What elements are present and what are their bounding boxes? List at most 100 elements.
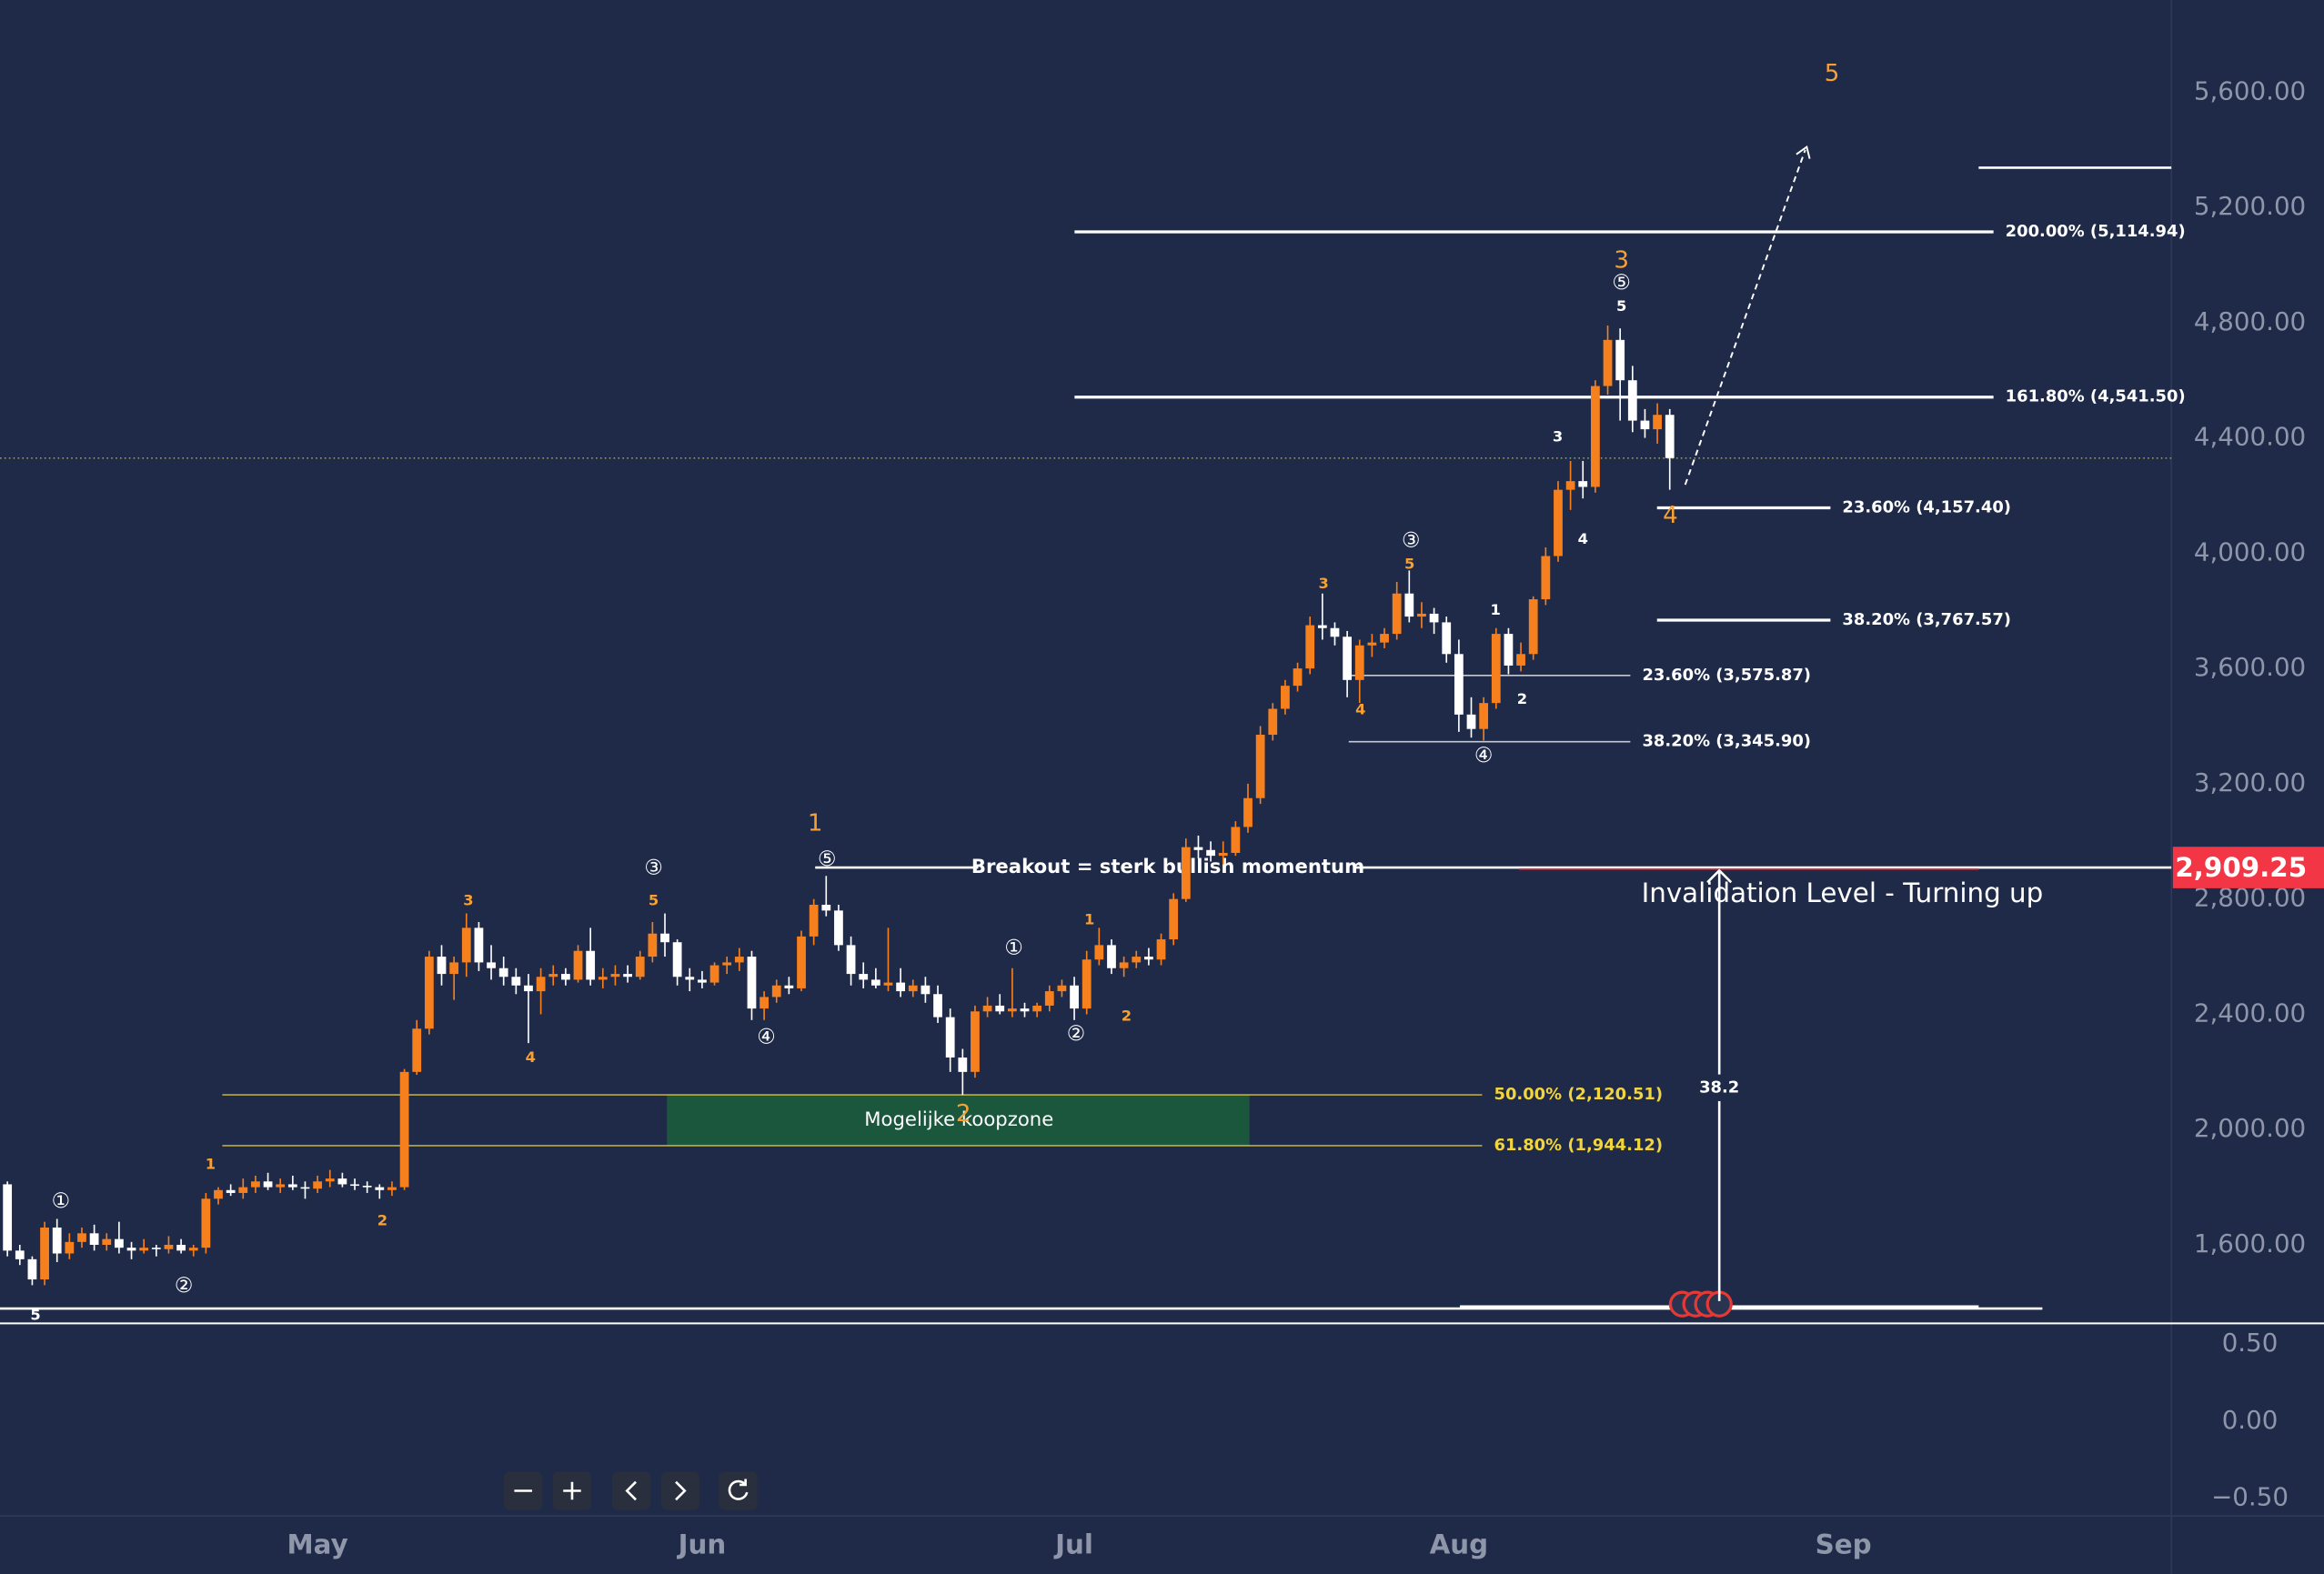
candle-body [648,933,658,957]
y-tick-label: 3,600.00 [2194,652,2306,682]
button-bg[interactable] [660,1471,700,1510]
candle-body [1169,898,1179,940]
candle-body [1454,654,1464,715]
candle-body [548,974,558,977]
zone-label: Mogelijke koopzone [864,1108,1053,1130]
candle-body [1032,1005,1042,1012]
candle-body [1343,637,1353,680]
candle-body [1653,415,1662,430]
candle-body [1640,420,1650,430]
candle-body [1354,645,1364,680]
fib-label: 161.80% (4,541.50) [2006,387,2186,406]
wave-label: 2 [377,1211,387,1228]
candle-body [623,974,632,977]
candle-body [424,957,434,1029]
candle-body [115,1238,124,1248]
wave-label: 3 [1614,247,1629,275]
candle-body [1380,634,1389,643]
wave-label: ⑤ [818,847,836,871]
candle-body [784,985,794,988]
candle-body [1156,939,1166,960]
y2-tick-label: 0.50 [2222,1328,2279,1358]
candle-body [325,1178,335,1182]
candle-body [27,1258,37,1280]
zoom-out-button[interactable] [504,1471,543,1510]
candle-body [1243,797,1253,827]
event-icons[interactable] [1668,1290,1733,1318]
button-bg[interactable] [611,1471,651,1510]
fib-label: 23.60% (3,575.87) [1642,666,1811,685]
candle-body [126,1248,136,1251]
candle-body [1132,957,1142,963]
measure-label: 38.2 [1699,1078,1739,1097]
scroll-left-button[interactable] [611,1471,651,1510]
candle-body [40,1227,49,1280]
candle-body [1293,668,1303,687]
candle-body [1082,959,1092,1009]
candle-body [1479,703,1489,729]
candle-body [1367,642,1377,646]
candle-body [698,979,707,983]
candle-body [685,977,695,980]
candle-body [474,927,484,963]
y-tick-label: 3,200.00 [2194,767,2306,797]
candle-body [1305,625,1315,669]
x-tick-label: Sep [1816,1529,1872,1559]
buy-zone [667,1095,1250,1146]
y2-tick-label: 0.00 [2222,1405,2279,1435]
candle-body [771,985,781,998]
icon [625,1480,637,1501]
arrow-head [1796,145,1811,159]
fib-label: 38.20% (3,767.57) [1842,610,2011,629]
y-tick-label: 4,400.00 [2194,422,2306,452]
candle-body [487,962,496,968]
zoom-in-button[interactable] [552,1471,592,1510]
reset-button[interactable] [719,1471,758,1510]
candle-body [399,1071,409,1188]
button-bg[interactable] [719,1471,758,1510]
candle-body [449,962,459,975]
y-tick-label: 2,400.00 [2194,998,2306,1028]
candle-body [672,942,682,977]
candle-body [1578,481,1588,487]
candle-body [1627,380,1637,421]
candle-body [1218,852,1228,857]
scroll-right-button[interactable] [660,1471,700,1510]
candle-body [1392,593,1402,635]
wave-label: 2 [1517,690,1527,707]
candle-body [760,997,769,1009]
candle-body [1417,613,1426,617]
candle-body [52,1227,62,1254]
icon [728,1479,749,1500]
wave-label: 4 [1578,530,1588,547]
candle-body [1330,627,1340,637]
candle-body [77,1233,86,1242]
wave-label: ⑤ [1612,271,1630,295]
candle-body [933,994,942,1018]
y-tick-label: 5,200.00 [2194,191,2306,221]
candle-body [1516,654,1525,666]
candle-body [437,957,447,975]
candle-body [560,974,570,980]
candle-body [846,945,856,975]
candle-body [139,1248,149,1251]
candle-body [1491,634,1501,704]
candle-body [1504,634,1514,666]
wave-label: 4 [1663,502,1678,529]
x-tick-label: Aug [1430,1529,1489,1559]
candle-body [1281,686,1290,709]
wave-label: ③ [644,857,662,880]
wave-label: ④ [757,1025,775,1048]
candle-body [709,965,719,983]
candle-body [734,957,744,963]
toolbar [504,1471,758,1510]
wave-label: ② [175,1274,193,1298]
candle-body [102,1238,112,1246]
wave-label: 1 [1490,601,1500,618]
candle-body [1206,849,1215,857]
candle-body [982,1005,992,1012]
wave-label: 4 [526,1048,536,1066]
candle-body [201,1198,211,1248]
y-tick-label: 1,600.00 [2194,1228,2306,1258]
